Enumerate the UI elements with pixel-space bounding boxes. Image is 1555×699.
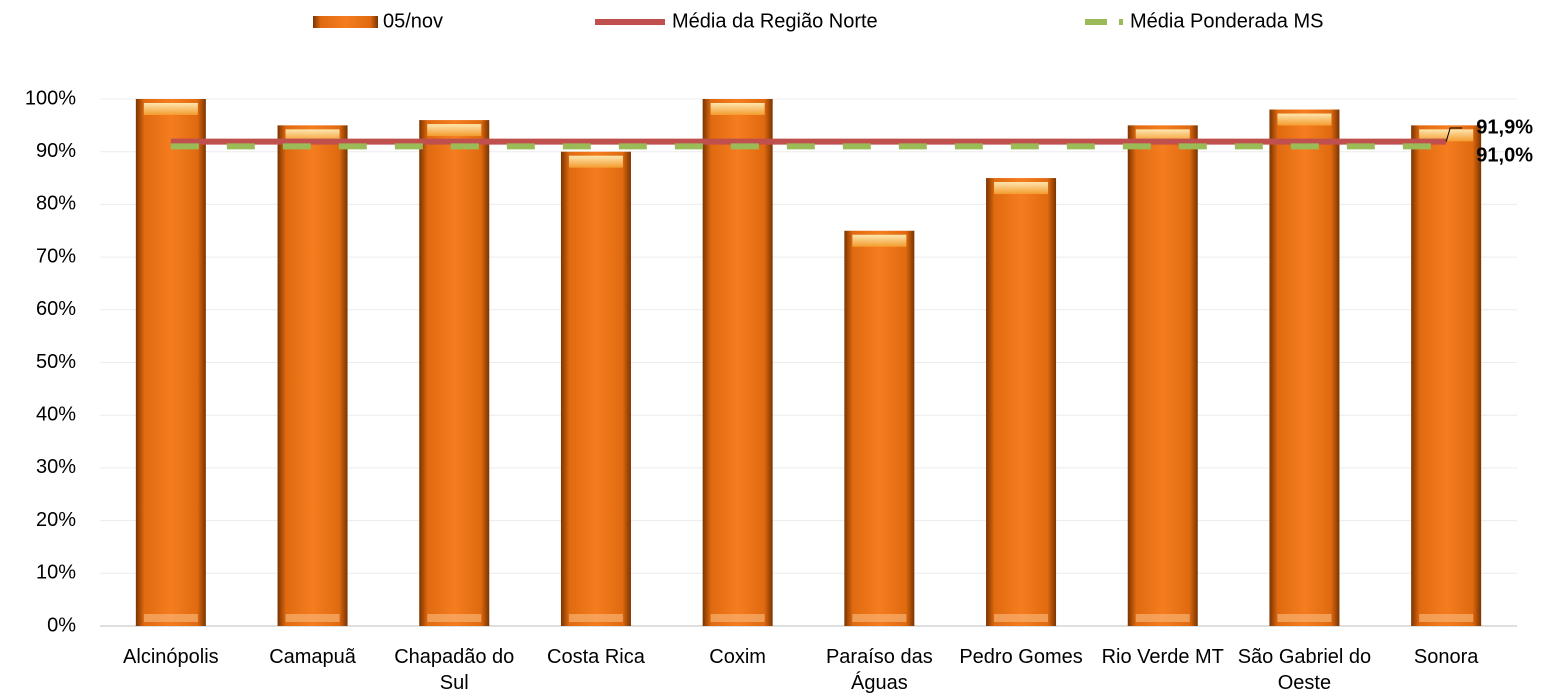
bar — [277, 125, 348, 626]
y-tick-label: 0% — [47, 614, 76, 636]
x-tick-label: São Gabriel do Oeste — [1237, 646, 1372, 694]
bar — [844, 230, 915, 626]
y-tick-label: 40% — [36, 403, 76, 425]
leader-line — [1445, 127, 1463, 142]
legend-label: Média da Região Norte — [672, 10, 878, 32]
bar — [135, 99, 206, 626]
x-tick-label: Camapuã — [269, 646, 356, 668]
data-label: 91,0% — [1476, 144, 1533, 166]
bar-highlight — [143, 103, 198, 115]
x-tick-label: Alcinópolis — [123, 646, 219, 668]
x-tick-label: Pedro Gomes — [959, 646, 1083, 668]
bar-base — [710, 614, 765, 622]
bar — [1269, 109, 1340, 627]
bar-highlight — [852, 234, 907, 247]
bar — [419, 120, 490, 626]
bar — [1411, 125, 1482, 626]
legend-label: 05/nov — [383, 10, 443, 32]
x-tick-label: Sonora — [1413, 646, 1479, 668]
x-tick-label: Chapadão do Sul — [394, 646, 515, 694]
data-label: 91,9% — [1476, 116, 1533, 138]
bar-base — [1135, 614, 1190, 622]
bar-base — [1419, 614, 1474, 622]
x-tick-label: Coxim — [709, 646, 766, 668]
x-tick-label: Paraíso das Águas — [825, 646, 933, 694]
y-tick-label: 80% — [36, 193, 76, 215]
y-tick-label: 70% — [36, 245, 76, 267]
y-tick-label: 50% — [36, 351, 76, 373]
bar — [560, 151, 631, 626]
y-tick-label: 20% — [36, 509, 76, 531]
bar-highlight — [568, 155, 623, 168]
y-tick-label: 100% — [25, 87, 76, 109]
bar — [1127, 125, 1198, 626]
bar-highlight — [994, 182, 1049, 195]
bar-base — [994, 614, 1049, 622]
y-tick-label: 30% — [36, 456, 76, 478]
bar-base — [143, 614, 198, 622]
legend-label: Média Ponderada MS — [1130, 10, 1323, 32]
bar-highlight — [1277, 113, 1332, 126]
bar-base — [568, 614, 623, 622]
y-tick-label: 10% — [36, 562, 76, 584]
y-tick-label: 60% — [36, 298, 76, 320]
bar-highlight — [1419, 129, 1474, 142]
bar-highlight — [427, 124, 482, 137]
bar-base — [285, 614, 340, 622]
x-tick-label: Costa Rica — [547, 646, 645, 668]
bar — [986, 178, 1057, 627]
bar-highlight — [285, 129, 340, 142]
x-tick-label: Rio Verde MT — [1101, 646, 1224, 668]
bar — [702, 99, 773, 626]
legend-swatch — [313, 16, 378, 28]
bar-base — [852, 614, 907, 622]
bar-base — [1277, 614, 1332, 622]
bar-highlight — [710, 103, 765, 115]
bar-highlight — [1135, 129, 1190, 142]
y-tick-label: 90% — [36, 140, 76, 162]
bar-base — [427, 614, 482, 622]
